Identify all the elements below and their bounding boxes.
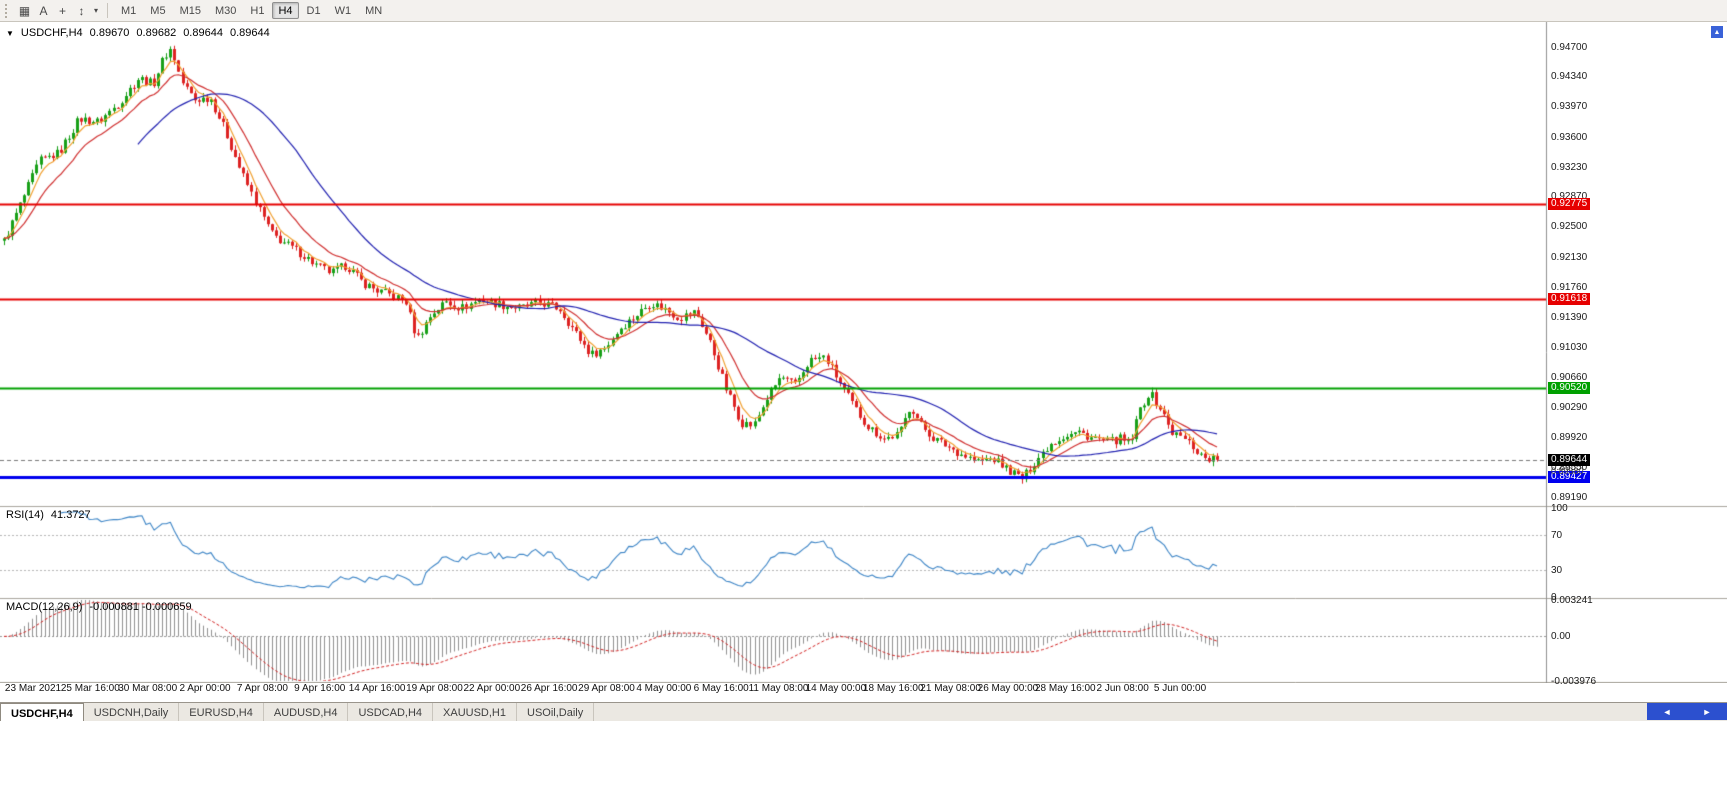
timeframe-button-mn[interactable]: MN [365,4,383,17]
chart-tab-usdchf-h4[interactable]: USDCHF,H4 [0,703,84,721]
time-axis-label: 28 May 16:00 [1034,683,1096,694]
annotate-text-icon[interactable]: A [39,3,48,18]
level-price-badge: 0.91618 [1548,292,1591,305]
secondary-price-label: 0.89580 [1551,465,1584,476]
time-axis-label: 6 May 16:00 [693,683,749,694]
macd-axis-tick: -0.003976 [1551,676,1597,687]
tab-scroll-right-icon[interactable]: ► [1702,706,1712,717]
current-price-badge: 0.89644 [1548,453,1591,466]
timeframe-button-m5[interactable]: M5 [150,4,166,17]
macd-axis-tick: 0.003241 [1551,595,1593,606]
price-axis-tick: 0.93600 [1551,131,1588,143]
time-axis-label: 18 May 16:00 [862,683,924,694]
chart-menu-caret-icon[interactable]: ▼ [6,28,14,38]
timeframe-button-h4[interactable]: H4 [272,2,299,19]
ohlc-close: 0.89644 [229,27,270,39]
time-axis-label: 11 May 08:00 [748,683,809,694]
time-axis-label: 26 May 00:00 [977,683,1039,694]
toolbar-separator [107,3,108,18]
price-axis-tick: 0.91030 [1551,341,1588,353]
time-axis-label: 7 Apr 08:00 [236,683,288,694]
time-axis-label: 26 Apr 16:00 [520,683,578,694]
timeframe-button-m15[interactable]: M15 [179,4,201,17]
tool-icon-group: ▦ A + ↕ ▾ [15,2,101,20]
rsi-pane-label: RSI(14) 41.3727 [6,509,91,521]
price-axis-tick: 0.92500 [1551,221,1588,233]
price-axis-tick: 0.89190 [1551,491,1588,503]
price-axis-tick: 0.91390 [1551,312,1588,324]
level-price-badge: 0.92775 [1548,198,1591,211]
macd-pane-label: MACD(12,26,9) -0.000881 -0.000659 [6,601,192,613]
chart-tab-xauusd-h1[interactable]: XAUUSD,H1 [433,703,517,721]
time-axis-label: 30 Mar 08:00 [118,683,178,694]
chart-tab-audusd-h4[interactable]: AUDUSD,H4 [264,703,349,721]
top-toolbar: ▦ A + ↕ ▾ M1 M5 M15 M30 H1 H4 D1 W1 MN [0,0,1727,22]
chart-tab-usoil-daily[interactable]: USOil,Daily [517,703,595,721]
price-axis-tick: 0.90660 [1551,371,1588,383]
price-axis-tick: 0.92130 [1551,251,1588,263]
timeframe-button-d1[interactable]: D1 [306,4,321,17]
price-axis-tick: 0.93230 [1551,161,1588,173]
price-axis-tick: 0.92870 [1551,191,1588,203]
chart-tab-usdcnh-daily[interactable]: USDCNH,Daily [84,703,180,721]
time-axis-label: 29 Apr 08:00 [578,683,635,694]
time-axis-label: 5 Jun 00:00 [1153,683,1207,694]
rsi-name: RSI(14) [6,509,44,521]
chart-tab-usdcad-h4[interactable]: USDCAD,H4 [348,703,434,721]
timeframe-button-h1[interactable]: H1 [250,4,265,17]
price-axis-tick: 0.89920 [1551,432,1588,444]
timeframe-button-w1[interactable]: W1 [334,4,352,17]
chart-tab-bar: USDCHF,H4 USDCNH,Daily EURUSD,H4 AUDUSD,H4 U… [0,702,1727,721]
tab-scroll-left-icon[interactable]: ◄ [1662,706,1672,717]
time-axis-label: 2 Jun 08:00 [1096,683,1149,694]
time-axis-label: 4 May 00:00 [636,683,692,694]
chart-scroll-marker-icon[interactable]: ▲ [1711,26,1723,38]
drawing-tools-icon[interactable]: ↕ [78,3,85,18]
level-price-badge: 0.89427 [1548,471,1591,484]
rsi-axis-tick: 0 [1551,592,1557,603]
price-axis-tick: 0.94340 [1551,71,1588,83]
crosshair-icon[interactable]: + [58,3,66,18]
timeframe-button-group: M1 M5 M15 M30 H1 H4 D1 W1 MN [114,2,389,19]
time-axis-label: 22 Apr 00:00 [463,683,521,694]
time-axis-label: 25 Mar 16:00 [60,683,120,694]
time-axis-label: 21 May 08:00 [920,683,981,694]
rsi-axis-tick: 70 [1551,529,1563,541]
timeframe-button-m1[interactable]: M1 [121,4,137,17]
time-axis-label: 9 Apr 16:00 [294,683,346,694]
toolbar-grip[interactable] [5,3,9,18]
rsi-value: 41.3727 [50,509,91,521]
chart-title: ▼ USDCHF,H4 0.89670 0.89682 0.89644 0.89… [6,27,270,39]
time-axis-label: 14 May 00:00 [805,683,867,694]
rsi-axis-tick: 100 [1551,503,1568,514]
timeframe-button-m30[interactable]: M30 [214,4,237,17]
price-axis-tick: 0.94700 [1551,41,1588,53]
time-axis-label: 19 Apr 08:00 [406,683,463,694]
dropdown-caret-icon[interactable]: ▾ [93,6,98,15]
macd-name: MACD(12,26,9) [6,601,83,613]
ohlc-open: 0.89670 [89,27,130,39]
price-chart-canvas[interactable] [0,22,1727,683]
tab-scroll-control: ◄ ► [1647,703,1727,720]
macd-axis-tick: 0.00 [1551,631,1571,643]
chart-tab-eurusd-h4[interactable]: EURUSD,H4 [179,703,264,721]
price-axis-tick: 0.93970 [1551,101,1588,113]
time-axis-label: 23 Mar 2021 [4,683,62,694]
symbol-period-label: USDCHF,H4 [20,27,83,39]
time-axis-label: 14 Apr 16:00 [348,683,406,694]
time-axis-label: 2 Apr 00:00 [179,683,231,694]
ohlc-low: 0.89644 [183,27,223,39]
price-axis-tick: 0.90290 [1551,401,1588,413]
ohlc-high: 0.89682 [136,27,177,39]
level-price-badge: 0.90520 [1548,382,1591,395]
rsi-axis-tick: 30 [1551,565,1563,577]
price-axis-tick: 0.91760 [1551,281,1588,293]
chart-window-icon[interactable]: ▦ [18,3,31,18]
price-axis-tick: 0.89550 [1551,462,1588,474]
macd-values: -0.000881 -0.000659 [89,601,192,613]
